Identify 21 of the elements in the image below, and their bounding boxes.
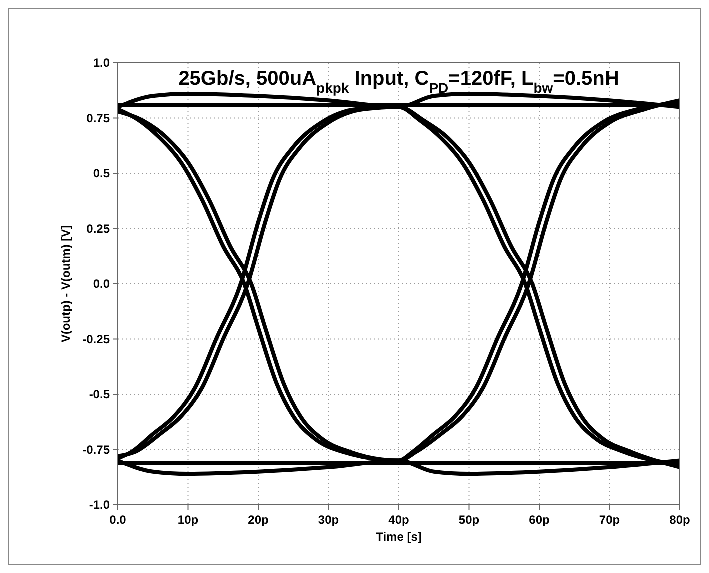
y-tick-label: -1.0 xyxy=(89,498,110,512)
x-tick-label: 30p xyxy=(318,513,340,527)
y-tick-label: 1.0 xyxy=(93,56,110,70)
x-tick-label: 50p xyxy=(458,513,480,527)
x-tick-label: 20p xyxy=(248,513,269,527)
x-axis-title: Time [s] xyxy=(376,530,422,544)
x-tick-label: 80p xyxy=(670,513,690,527)
x-tick-label: 40p xyxy=(388,513,410,527)
x-tick-label: 60p xyxy=(529,513,550,527)
y-tick-label: -0.5 xyxy=(89,388,110,402)
x-tick-label: 10p xyxy=(178,513,199,527)
y-tick-label: 0.5 xyxy=(93,166,110,180)
chart-title: 25Gb/s, 500uA$_{pkpk}$ Input, C$_{PD}$=120fF, L$_{bw}$=0.5nH xyxy=(178,68,620,96)
x-tick-label: 70p xyxy=(599,513,620,527)
y-tick-label: 0.0 xyxy=(93,277,110,291)
y-tick-label: 0.25 xyxy=(86,222,110,236)
x-tick-label: 0.0 xyxy=(110,513,127,527)
y-tick-label: -0.75 xyxy=(82,442,110,457)
y-axis-title: V(outp) - V(outm) [V] xyxy=(59,225,73,343)
y-tick-label: -0.25 xyxy=(82,332,110,346)
y-tick-label: 0.75 xyxy=(86,111,110,126)
